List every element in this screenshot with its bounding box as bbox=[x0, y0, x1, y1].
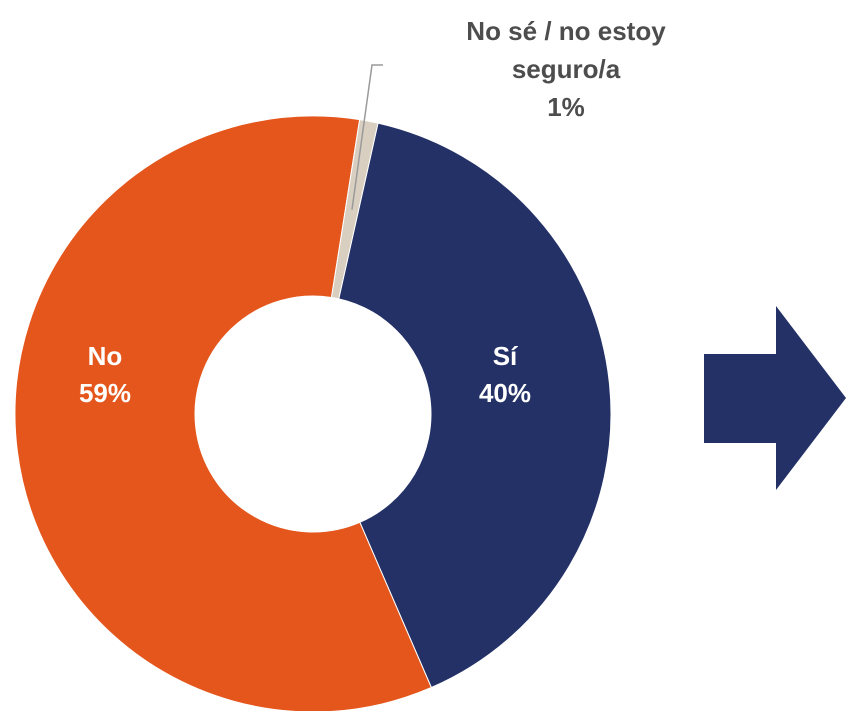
donut-slice-no-se bbox=[330, 119, 379, 300]
right-arrow-icon bbox=[704, 306, 846, 490]
donut-slice-si bbox=[338, 122, 612, 689]
slice-label-si-name: Sí bbox=[493, 341, 518, 371]
slice-label-si-percent: 40% bbox=[479, 378, 531, 408]
slice-label-nose-percent: 1% bbox=[547, 92, 585, 122]
slice-label-no-percent: 59% bbox=[79, 378, 131, 408]
slice-label-nose-line1: No sé / no estoy bbox=[466, 16, 666, 46]
donut-slice-no bbox=[14, 115, 433, 711]
callout-leader-line bbox=[351, 64, 383, 210]
slice-label-no-name: No bbox=[88, 341, 123, 371]
donut-slices bbox=[14, 115, 612, 711]
slice-label-nose-line2: seguro/a bbox=[512, 54, 621, 84]
